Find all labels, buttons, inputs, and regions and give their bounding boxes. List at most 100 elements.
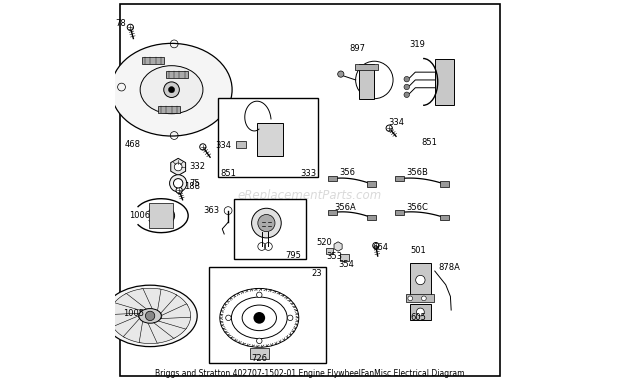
Ellipse shape [139,308,161,323]
Bar [410,263,430,296]
Polygon shape [160,294,187,316]
Circle shape [169,87,175,93]
Bar [359,64,374,99]
Text: 333: 333 [300,169,316,178]
Text: 851: 851 [220,169,236,178]
Text: 501: 501 [410,246,427,255]
Bar [410,304,430,320]
Circle shape [404,84,409,90]
Circle shape [415,275,425,285]
Circle shape [373,243,379,249]
Text: 75: 75 [189,179,200,188]
Bar [218,98,318,177]
Text: 468: 468 [125,140,141,149]
Circle shape [386,125,392,131]
Text: 356B: 356B [406,168,428,177]
Text: 188: 188 [184,182,200,191]
Text: 363: 363 [203,206,219,215]
Text: 520: 520 [317,238,332,247]
Circle shape [146,311,155,321]
Text: 878A: 878A [439,262,461,272]
Circle shape [422,296,426,301]
Bar [340,254,349,261]
Bar [158,106,180,113]
Circle shape [170,175,187,192]
Bar [395,210,404,215]
Circle shape [258,215,275,232]
Circle shape [404,76,409,82]
Circle shape [288,315,293,321]
Circle shape [164,82,179,98]
Bar [249,348,269,359]
Text: 356A: 356A [334,203,356,213]
Bar [236,141,246,148]
Ellipse shape [111,43,232,136]
Text: 319: 319 [409,40,425,50]
Bar [440,215,450,220]
Circle shape [174,179,183,188]
Polygon shape [153,320,187,339]
Text: eReplacementParts.com: eReplacementParts.com [238,188,382,202]
Bar [166,71,187,78]
Bar [435,58,454,105]
Polygon shape [161,304,190,319]
Text: 1006: 1006 [129,211,150,220]
Bar [328,176,337,181]
Text: 356: 356 [339,168,355,177]
Polygon shape [148,322,175,343]
Bar [143,57,164,64]
Text: 726: 726 [251,353,267,363]
Bar [149,203,173,228]
Text: 1005: 1005 [123,309,144,319]
Text: 334: 334 [388,118,404,128]
Bar [367,215,376,220]
Bar [395,176,404,181]
Polygon shape [125,289,153,310]
Text: 851: 851 [421,138,437,147]
Text: 332: 332 [189,162,205,172]
Text: 664: 664 [373,243,388,252]
Polygon shape [113,293,148,312]
Polygon shape [110,303,143,316]
Bar [328,210,337,215]
Text: 605: 605 [410,313,427,323]
Bar [440,181,450,187]
Circle shape [252,208,281,238]
Ellipse shape [140,66,203,114]
Text: 354: 354 [338,260,354,269]
Polygon shape [157,316,190,329]
Circle shape [257,292,262,298]
Bar [234,199,306,259]
Circle shape [200,144,206,150]
Bar [367,181,376,187]
Text: 353: 353 [326,252,342,261]
Circle shape [174,163,182,171]
Bar [355,64,378,70]
Polygon shape [141,288,161,311]
Text: Briggs and Stratton 402707-1502-01 Engine FlywheelFanMisc Electrical Diagram: Briggs and Stratton 402707-1502-01 Engin… [155,369,465,378]
Text: 356C: 356C [406,203,428,213]
Text: 334: 334 [215,140,231,150]
Text: 897: 897 [349,44,365,53]
Circle shape [257,338,262,344]
Circle shape [254,312,265,324]
Polygon shape [156,289,177,313]
Polygon shape [123,319,144,343]
Circle shape [417,308,424,316]
Ellipse shape [103,285,197,347]
Text: 78: 78 [115,19,126,28]
Bar [326,248,332,254]
Polygon shape [110,313,140,328]
Bar [406,294,433,302]
Polygon shape [139,321,159,344]
Text: 23: 23 [311,268,322,278]
Circle shape [176,187,182,193]
Text: 795: 795 [286,251,301,260]
Bar [208,267,326,363]
Polygon shape [113,316,140,338]
Circle shape [338,71,344,77]
Circle shape [408,296,412,301]
Bar [257,123,283,156]
Circle shape [226,315,231,321]
Circle shape [127,24,133,30]
